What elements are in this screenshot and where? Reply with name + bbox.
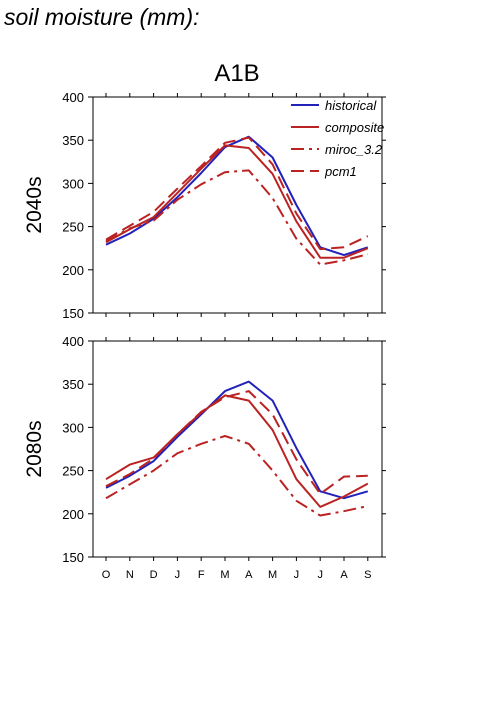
y-tick-label: 400 (62, 90, 84, 105)
y-tick-label: 250 (62, 220, 84, 235)
plot-frame (92, 340, 383, 558)
series-line-composite (105, 394, 369, 508)
y-tick-label: 200 (62, 507, 84, 522)
series-line-historical (105, 380, 369, 500)
x-tick-label: F (198, 569, 205, 581)
y-tick-label: 150 (62, 306, 84, 321)
y-tick-label: 400 (62, 334, 84, 349)
legend-label: miroc_3.2 (325, 142, 383, 157)
y-tick-label: 350 (62, 377, 84, 392)
page-title: soil moisture (mm): (4, 4, 200, 30)
y-tick-label: 350 (62, 133, 84, 148)
row-label-2040s: 2040s (23, 176, 46, 233)
series-line-miroc-3-2 (105, 435, 369, 517)
x-tick-label: N (126, 569, 134, 581)
y-tick-label: 150 (62, 550, 84, 565)
x-tick-label: J (317, 569, 323, 581)
x-tick-label: M (220, 569, 229, 581)
y-tick-label: 200 (62, 263, 84, 278)
legend-label: historical (325, 98, 377, 113)
x-tick-label: M (268, 569, 277, 581)
x-tick-label: J (294, 569, 300, 581)
series-line-pcm1 (105, 390, 368, 495)
x-tick-label: S (364, 569, 371, 581)
x-tick-label: A (340, 569, 348, 581)
panel-2040s: 150 200 250 300 350 400 2040s (23, 90, 386, 321)
panel-2080s: 150 200 250 300 350 400 2080s (23, 334, 386, 565)
y-tick-label: 300 (62, 176, 84, 191)
y-tick-label: 250 (62, 464, 84, 479)
x-tick-label: A (245, 569, 253, 581)
series-line-composite (105, 144, 369, 259)
row-label-2080s: 2080s (23, 420, 46, 477)
series-line-miroc-3-2 (105, 169, 369, 266)
x-tick-label: J (175, 569, 181, 581)
x-tick-label: D (150, 569, 158, 581)
scenario-title: A1B (214, 60, 259, 87)
plot-frame (92, 96, 383, 314)
series-line-pcm1 (105, 136, 369, 251)
legend-label: pcm1 (324, 164, 357, 179)
legend-label: composite (325, 120, 384, 135)
x-tick-label: O (102, 569, 111, 581)
y-tick-label: 300 (62, 420, 84, 435)
legend: historical composite miroc_3.2 pcm1 (291, 98, 384, 179)
